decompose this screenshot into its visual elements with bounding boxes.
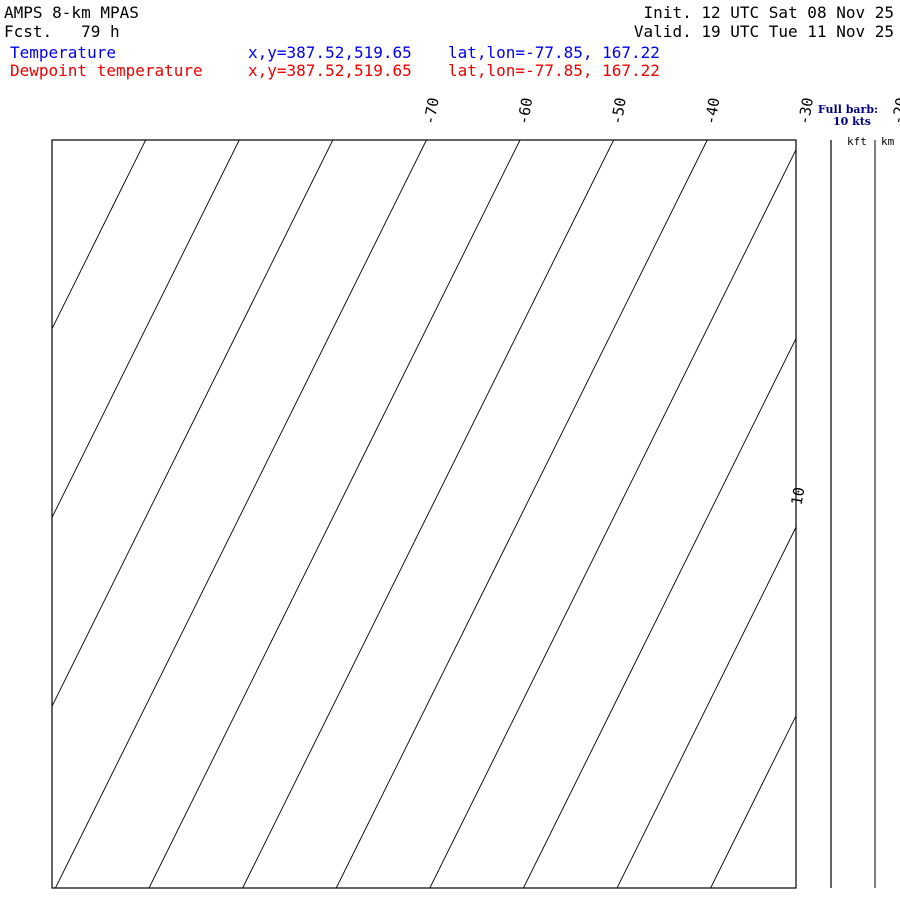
isotherm-label: 10 bbox=[788, 486, 809, 507]
isotherm--100 bbox=[52, 140, 147, 330]
valid-time: Valid. 19 UTC Tue 11 Nov 25 bbox=[633, 22, 894, 41]
kft-axis-label: kft bbox=[847, 135, 867, 148]
isotherm--30 bbox=[429, 148, 796, 888]
legend-temperature-latlon: lat,lon=-77.85, 167.22 bbox=[448, 43, 660, 62]
isotherm-label: -50 bbox=[608, 96, 630, 126]
isotherm--20 bbox=[523, 337, 796, 888]
isotherm-label: -20 bbox=[888, 96, 900, 126]
isotherm-0 bbox=[710, 714, 796, 888]
forecast-hour: Fcst. 79 h bbox=[4, 22, 120, 41]
km-axis-label: km bbox=[881, 135, 895, 148]
legend-dewpoint-label: Dewpoint temperature bbox=[10, 61, 203, 80]
model-name: AMPS 8-km MPAS bbox=[4, 3, 139, 22]
isotherm--60 bbox=[148, 140, 521, 888]
plot-frame bbox=[51, 139, 797, 889]
isotherm--90 bbox=[52, 140, 240, 519]
isotherm-label: -70 bbox=[420, 96, 442, 126]
legend-temperature-xy: x,y=387.52,519.65 bbox=[248, 43, 412, 62]
isotherm--40 bbox=[335, 140, 708, 888]
legend-dewpoint-xy: x,y=387.52,519.65 bbox=[248, 61, 412, 80]
barb-panel-units: 10 kts bbox=[833, 115, 871, 128]
init-time: Init. 12 UTC Sat 08 Nov 25 bbox=[643, 3, 894, 22]
isotherm-label: -60 bbox=[514, 96, 536, 126]
isotherm--80 bbox=[52, 140, 334, 708]
isotherm--10 bbox=[616, 526, 796, 888]
isotherm--70 bbox=[55, 140, 427, 888]
isotherm-10 bbox=[804, 140, 900, 888]
isotherm-label: -40 bbox=[701, 96, 723, 126]
legend-temperature-label: Temperature bbox=[10, 43, 116, 62]
barb-panel-title: Full barb: bbox=[818, 103, 878, 116]
isotherm--50 bbox=[242, 140, 615, 888]
isotherm-label: -30 bbox=[795, 96, 817, 126]
legend-dewpoint-latlon: lat,lon=-77.85, 167.22 bbox=[448, 61, 660, 80]
